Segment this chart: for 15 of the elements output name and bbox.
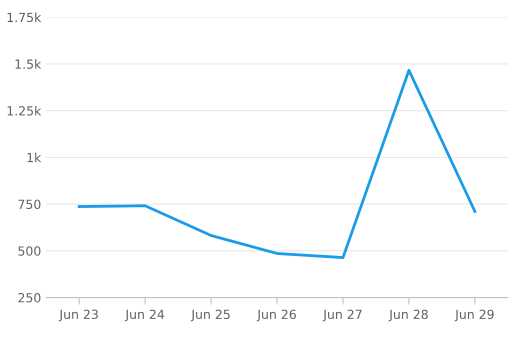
x-tick-label: Jun 24 — [124, 310, 164, 322]
y-tick-label: 1k — [27, 152, 42, 162]
y-tick-label: 1.5k — [16, 59, 42, 69]
y-tick-label: 250 — [18, 293, 40, 302]
x-tick-label: Jun 29 — [454, 310, 494, 322]
line-series — [78, 68, 476, 259]
y-tick-label: 1.25k — [8, 106, 42, 116]
y-tick-label: 1.75k — [8, 12, 42, 22]
x-tick-label: Jun 25 — [190, 310, 230, 322]
x-tick-label: Jun 27 — [322, 310, 362, 322]
x-tick-label: Jun 26 — [256, 310, 296, 322]
x-tick-label: Jun 23 — [58, 310, 98, 322]
y-tick-label: 750 — [18, 200, 40, 210]
x-tick-label: Jun 28 — [388, 310, 428, 322]
y-tick-label: 500 — [18, 246, 40, 256]
